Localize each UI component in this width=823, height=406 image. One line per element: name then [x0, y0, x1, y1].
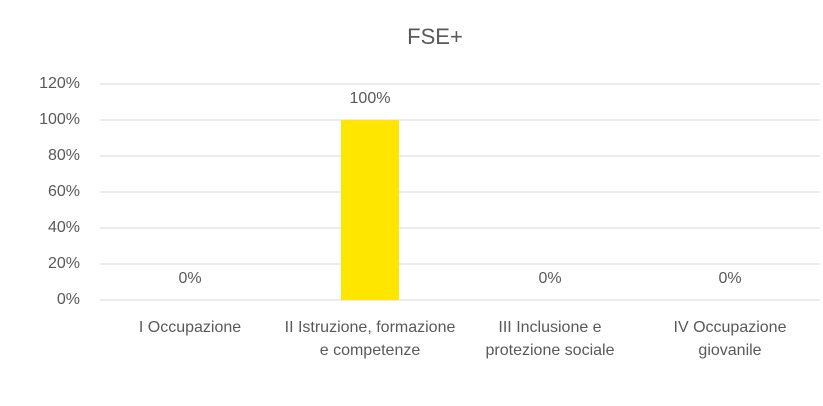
- bar: [341, 120, 399, 300]
- x-tick-label: II Istruzione, formazione e competenze: [284, 319, 456, 359]
- value-label: 0%: [718, 270, 741, 287]
- y-tick-label: 80%: [48, 147, 80, 164]
- y-tick-label: 100%: [39, 111, 80, 128]
- y-tick-label: 60%: [48, 183, 80, 200]
- y-tick-label: 0%: [57, 291, 80, 308]
- y-tick-label: 20%: [48, 255, 80, 272]
- x-tick-label-box: IV Occupazione giovanile: [673, 319, 787, 359]
- y-tick-label: 40%: [48, 219, 80, 236]
- x-tick-label: III Inclusione e protezione sociale: [485, 319, 615, 359]
- chart-title: FSE+: [407, 24, 463, 49]
- x-tick-label-box: I Occupazione: [138, 319, 242, 336]
- value-label: 0%: [538, 270, 561, 287]
- x-tick-label-box: III Inclusione e protezione sociale: [485, 319, 615, 359]
- value-label: 100%: [350, 90, 391, 107]
- x-tick-label: IV Occupazione giovanile: [673, 319, 787, 359]
- x-tick-label: I Occupazione: [138, 319, 242, 336]
- y-tick-label: 120%: [39, 75, 80, 92]
- value-label: 0%: [178, 270, 201, 287]
- x-tick-label-box: II Istruzione, formazione e competenze: [284, 319, 456, 359]
